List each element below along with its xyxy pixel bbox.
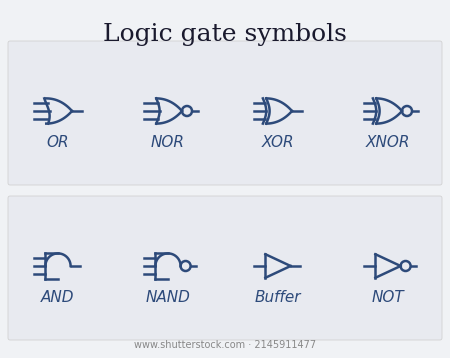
Text: NAND: NAND <box>145 290 190 305</box>
FancyBboxPatch shape <box>8 196 442 340</box>
Text: XNOR: XNOR <box>366 135 410 150</box>
Text: AND: AND <box>41 290 75 305</box>
Text: www.shutterstock.com · 2145911477: www.shutterstock.com · 2145911477 <box>134 340 316 350</box>
Text: Logic gate symbols: Logic gate symbols <box>103 23 347 46</box>
Text: NOR: NOR <box>151 135 185 150</box>
FancyBboxPatch shape <box>8 41 442 185</box>
Text: OR: OR <box>47 135 69 150</box>
Text: NOT: NOT <box>372 290 405 305</box>
Text: XOR: XOR <box>262 135 294 150</box>
Text: Buffer: Buffer <box>255 290 301 305</box>
